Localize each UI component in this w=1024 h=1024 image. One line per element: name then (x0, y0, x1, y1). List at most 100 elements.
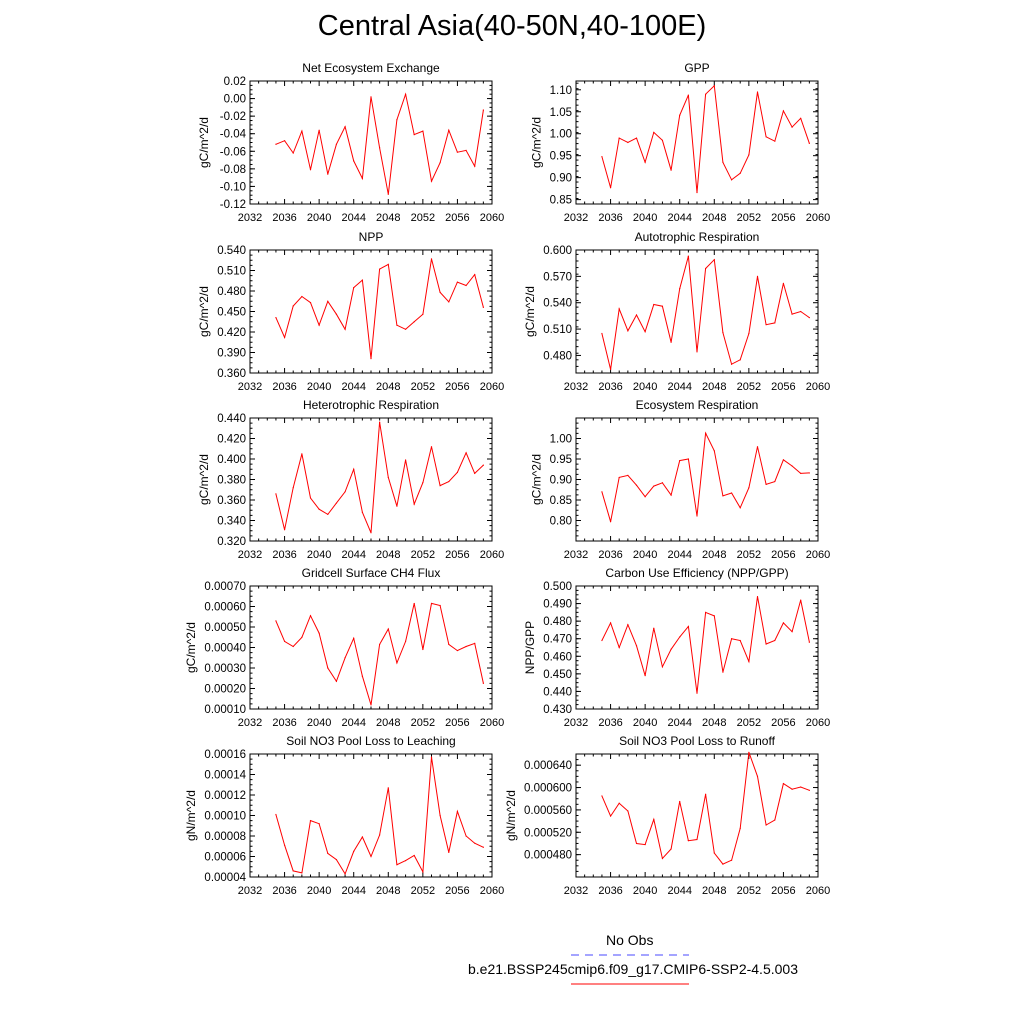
data-point (439, 485, 441, 487)
panel-title: Gridcell Surface CH4 Flux (302, 566, 441, 580)
data-point (404, 860, 407, 862)
y-tick-label: 0.90 (550, 475, 572, 487)
data-point (748, 487, 750, 489)
panel-title: NPP (359, 230, 384, 244)
panel-title: Autotrophic Respiration (635, 230, 760, 244)
x-tick-label: 2052 (411, 717, 435, 729)
x-tick-label: 2060 (806, 717, 830, 729)
data-point (335, 680, 338, 682)
data-point (482, 682, 484, 684)
y-tick-label: 0.000480 (524, 850, 572, 862)
y-tick-label: 1.00 (550, 129, 572, 141)
x-tick-label: 2044 (341, 885, 365, 897)
data-point (791, 788, 793, 790)
y-axis-label: gN/m^2/d (184, 790, 198, 841)
data-point (653, 627, 655, 629)
data-point (327, 667, 329, 669)
y-tick-label: 0.420 (217, 434, 246, 446)
panel-10: Soil NO3 Pool Loss to Runoff 2032 2036 2040… (504, 734, 830, 897)
data-point (713, 450, 715, 452)
data-point (370, 358, 372, 360)
data-point (687, 840, 689, 842)
y-tick-label: 0.460 (543, 651, 572, 663)
data-point (635, 314, 638, 316)
data-point (353, 286, 355, 289)
y-tick-label: 0.480 (543, 616, 572, 628)
x-tick-label: 2052 (411, 212, 435, 224)
data-point (379, 147, 381, 149)
x-tick-label: 2044 (341, 381, 365, 393)
plot-frame (575, 80, 819, 205)
data-point (808, 641, 810, 643)
data-point (627, 624, 629, 626)
data-point (609, 622, 612, 624)
data-point (387, 787, 389, 789)
y-tick-label: 0.00 (224, 94, 246, 106)
data-point (309, 615, 312, 617)
x-tick-label: 2036 (598, 885, 622, 897)
data-point (275, 620, 277, 622)
data-point (465, 452, 467, 454)
data-point (756, 446, 759, 448)
y-axis-label: NPP/GPP (523, 621, 537, 674)
x-tick-label: 2032 (238, 549, 262, 561)
x-tick-label: 2044 (667, 212, 691, 224)
y-tick-label: 0.000600 (524, 783, 572, 795)
data-point (396, 662, 398, 664)
data-point (791, 631, 793, 633)
y-tick-label: 0.360 (217, 368, 246, 380)
x-tick-label: 2048 (702, 212, 726, 224)
x-tick-label: 2044 (667, 381, 691, 393)
y-tick-label: 0.470 (543, 634, 572, 646)
x-tick-label: 2048 (376, 717, 400, 729)
data-point (448, 480, 450, 483)
data-point (618, 308, 620, 310)
data-point (661, 857, 664, 860)
data-point (275, 143, 277, 145)
y-tick-label: 0.000520 (524, 827, 572, 839)
y-tick-label: 0.320 (217, 536, 246, 548)
panel-title: Ecosystem Respiration (636, 398, 759, 412)
data-point (722, 331, 724, 334)
data-point (722, 495, 724, 497)
y-tick-label: 0.510 (217, 266, 246, 278)
y-tick-label: 0.430 (543, 704, 572, 716)
data-point (687, 94, 689, 96)
data-point (618, 476, 620, 479)
data-point (456, 810, 459, 813)
data-point (627, 810, 629, 812)
y-tick-label: 0.00020 (204, 684, 246, 696)
data-point (387, 628, 389, 630)
x-tick-label: 2060 (480, 381, 504, 393)
y-tick-label: 0.80 (550, 516, 572, 528)
y-tick-label: 0.570 (543, 271, 572, 283)
x-tick-label: 2040 (307, 381, 331, 393)
data-point (448, 643, 450, 646)
data-point (782, 110, 785, 112)
data-point (361, 511, 363, 513)
x-tick-label: 2036 (598, 717, 622, 729)
y-tick-label: 0.390 (217, 348, 246, 360)
data-point (765, 643, 767, 645)
x-tick-label: 2040 (307, 549, 331, 561)
data-point (661, 305, 664, 307)
panel-title: Heterotrophic Respiration (303, 398, 439, 412)
data-point (705, 93, 707, 95)
data-point (739, 172, 741, 174)
data-point (465, 835, 467, 837)
data-point (379, 643, 381, 646)
data-point (344, 328, 346, 330)
figure-title: Central Asia(40-50N,40-100E) (317, 10, 707, 42)
data-point (670, 341, 672, 343)
data-point (465, 284, 467, 287)
data-point (601, 639, 603, 642)
panel-title: Net Ecosystem Exchange (302, 61, 440, 75)
data-point (627, 330, 629, 332)
series-line (275, 422, 484, 533)
data-point (301, 453, 303, 455)
x-tick-label: 2052 (737, 885, 761, 897)
data-point (653, 485, 655, 487)
data-point (448, 301, 450, 303)
data-point (748, 751, 750, 753)
y-tick-label: 0.000640 (524, 760, 572, 772)
